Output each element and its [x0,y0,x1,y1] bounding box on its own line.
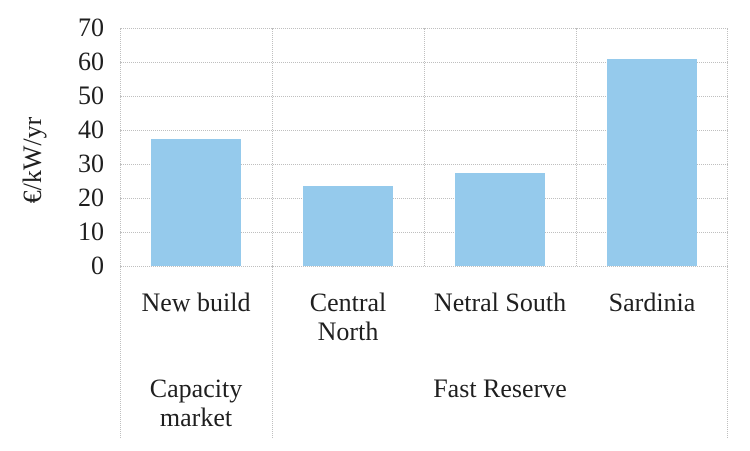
gridline-vertical [424,28,425,266]
x-category-label: Central North [309,288,387,346]
x-group-label: Fast Reserve [433,374,567,403]
axis-group-separator [272,266,273,438]
axis-group-separator [120,266,121,438]
gridline-vertical [120,28,121,266]
bar [151,138,241,266]
gridline-horizontal [120,266,728,267]
y-tick-label: 20 [78,183,104,212]
y-tick-label: 30 [78,149,104,178]
y-tick-label: 40 [78,115,104,144]
bar [607,58,697,266]
y-tick-label: 0 [91,251,104,280]
plot-area [120,28,728,267]
y-tick-label: 10 [78,217,104,246]
y-tick-label: 50 [78,81,104,110]
bar [303,186,393,266]
y-tick-label: 60 [78,47,104,76]
x-group-label: Capacity market [149,374,243,432]
axis-group-separator [727,266,728,438]
gridline-vertical [272,28,273,266]
x-category-label: Sardinia [608,288,696,317]
gridline-vertical [727,28,728,266]
x-category-label: Netral South [433,288,567,317]
bar [455,172,545,266]
y-tick-label: 70 [78,13,104,42]
gridline-vertical [576,28,577,266]
x-category-label: New build [141,288,251,317]
